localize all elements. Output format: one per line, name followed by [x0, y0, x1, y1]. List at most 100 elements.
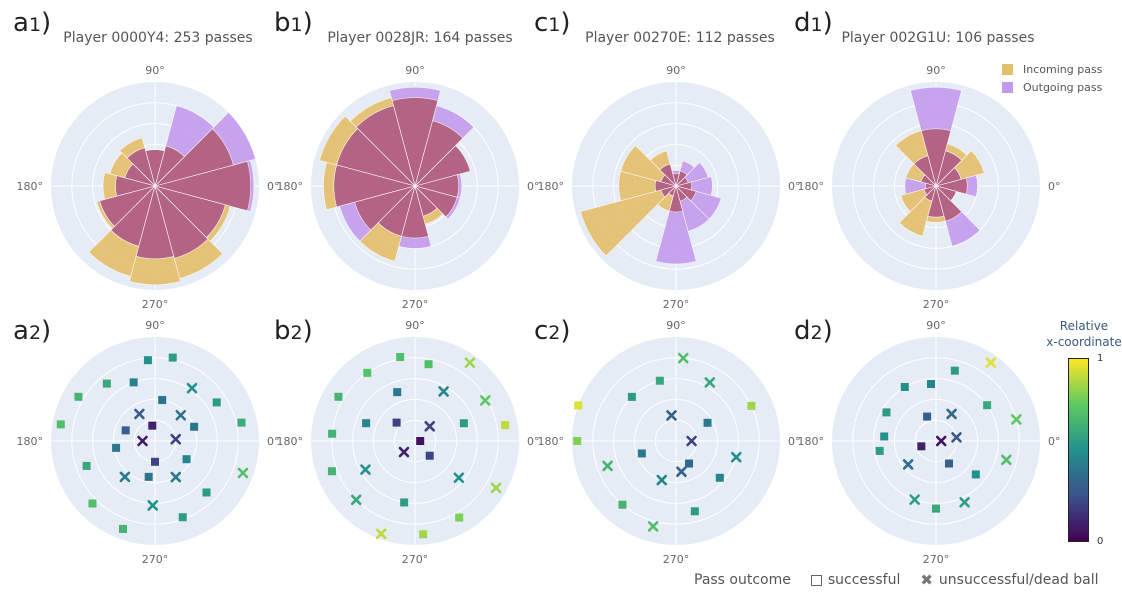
- angle-label-270: 270°: [142, 553, 169, 566]
- successful-pass-marker: [690, 507, 699, 516]
- overlap-bar: [934, 185, 957, 202]
- angle-label-0: 0°: [1048, 180, 1061, 193]
- successful-pass-marker: [703, 418, 712, 427]
- angle-label-180: 180°: [538, 435, 565, 448]
- successful-pass-marker: [393, 388, 402, 397]
- incoming-label: Incoming pass: [1023, 62, 1103, 76]
- successful-pass-marker: [945, 459, 953, 468]
- unsuccessful-pass-marker: [946, 408, 957, 420]
- angle-label-270: 270°: [923, 298, 950, 311]
- successful-pass-marker: [202, 488, 211, 497]
- successful-pass-marker: [655, 376, 664, 385]
- unsuccessful-pass-marker: [1011, 414, 1022, 425]
- panel-label-b2: b2): [274, 316, 313, 346]
- unsuccessful-pass-marker: [909, 494, 920, 505]
- unsuccessful-pass-marker: [676, 466, 687, 478]
- unsuccessful-pass-marker: [677, 352, 689, 364]
- colorbar-title-line1: Relative: [1059, 319, 1109, 333]
- angle-label-270: 270°: [663, 298, 690, 311]
- panel-label-b1: b1): [274, 8, 313, 38]
- successful-pass-marker: [419, 530, 428, 539]
- successful-pass-marker: [983, 401, 992, 410]
- angle-label-0: 0°: [267, 180, 280, 193]
- angle-label-180: 180°: [17, 180, 44, 193]
- angle-label-270: 270°: [142, 298, 169, 311]
- successful-pass-marker: [74, 392, 83, 401]
- successful-pass-marker: [900, 382, 909, 391]
- successful-pass-marker: [82, 461, 91, 470]
- incoming-swatch: [1002, 63, 1013, 75]
- unsuccessful-pass-marker: [959, 496, 970, 508]
- overlap-bar: [413, 185, 458, 218]
- unsuccessful-pass-marker: [1001, 454, 1012, 466]
- successful-pass-marker: [917, 442, 926, 451]
- unsuccessful-label[interactable]: unsuccessful/dead ball: [938, 572, 1099, 588]
- successful-pass-marker: [237, 418, 246, 427]
- panel-label-c2: c2): [534, 316, 571, 346]
- unsuccessful-pass-marker: [704, 377, 716, 388]
- successful-pass-marker: [178, 513, 187, 522]
- panel-label-d1: d1): [794, 8, 833, 38]
- successful-pass-marker: [574, 401, 583, 410]
- successful-pass-marker: [327, 467, 336, 476]
- overlap-bar: [153, 185, 226, 238]
- successful-pass-marker: [685, 459, 693, 468]
- overlap-bar: [401, 184, 429, 239]
- unsuccessful-pass-marker: [935, 435, 947, 447]
- pass-outcome-title: Pass outcome: [694, 572, 791, 588]
- successful-pass-marker: [148, 421, 157, 430]
- successful-pass-marker: [396, 353, 405, 362]
- pass-outcome-legend: Pass outcome successful ✖ unsuccessful/d…: [694, 571, 1099, 589]
- successful-pass-marker: [118, 524, 127, 533]
- successful-pass-marker: [747, 401, 756, 410]
- angle-label-270: 270°: [923, 553, 950, 566]
- successful-pass-marker: [190, 422, 199, 431]
- unsuccessful-pass-marker: [951, 432, 962, 443]
- unsuccessful-pass-marker: [175, 409, 187, 421]
- unsuccessful-pass-marker: [360, 464, 371, 475]
- angle-label-0: 0°: [1048, 435, 1061, 448]
- unsuccessful-pass-marker: [398, 446, 410, 458]
- angle-label-90: 90°: [145, 64, 165, 77]
- successful-pass-marker: [144, 472, 153, 481]
- unsuccessful-pass-marker: [985, 357, 997, 368]
- colorbar-title: Relative x-coordinate: [1044, 318, 1122, 350]
- legend-item-incoming[interactable]: Incoming pass: [1002, 60, 1102, 78]
- incoming-bar: [580, 185, 678, 257]
- unsuccessful-pass-marker: [170, 433, 182, 445]
- unsuccessful-pass-marker: [602, 460, 613, 472]
- chart-title-c: Player 00270E: 112 passes: [585, 30, 775, 46]
- successful-pass-marker: [400, 498, 409, 507]
- unsuccessful-pass-marker: [424, 420, 436, 432]
- successful-pass-marker: [618, 500, 627, 509]
- panel-label-a1: a1): [13, 8, 52, 38]
- outgoing-bar: [655, 184, 697, 265]
- unsuccessful-pass-marker: [666, 410, 677, 421]
- successful-pass-marker: [923, 412, 932, 421]
- successful-pass-marker: [501, 421, 510, 430]
- unsuccessful-pass-marker: [350, 494, 362, 506]
- panel-label-d2: d2): [794, 316, 833, 346]
- angle-label-90: 90°: [926, 64, 946, 77]
- angle-label-0: 0°: [788, 180, 801, 193]
- colorbar: [1068, 358, 1089, 542]
- angle-label-0: 0°: [527, 180, 540, 193]
- unsuccessful-pass-marker: [902, 459, 914, 470]
- successful-pass-marker: [328, 429, 337, 438]
- unsuccessful-pass-marker: [237, 467, 249, 479]
- successful-pass-marker: [459, 419, 468, 428]
- successful-pass-marker: [129, 378, 138, 387]
- successful-label[interactable]: successful: [827, 572, 901, 588]
- successful-pass-marker: [455, 513, 464, 522]
- angle-label-90: 90°: [926, 319, 946, 332]
- panel-label-c1: c1): [534, 8, 571, 38]
- successful-pass-marker: [927, 380, 936, 389]
- legend-item-outgoing[interactable]: Outgoing pass: [1002, 78, 1102, 96]
- successful-pass-marker: [112, 443, 121, 452]
- unsuccessful-pass-marker: [490, 482, 502, 494]
- overlap-bar: [674, 185, 697, 202]
- outgoing-label: Outgoing pass: [1023, 80, 1103, 94]
- successful-pass-marker: [950, 366, 959, 375]
- successful-pass-marker: [392, 418, 401, 427]
- successful-pass-marker: [88, 499, 97, 508]
